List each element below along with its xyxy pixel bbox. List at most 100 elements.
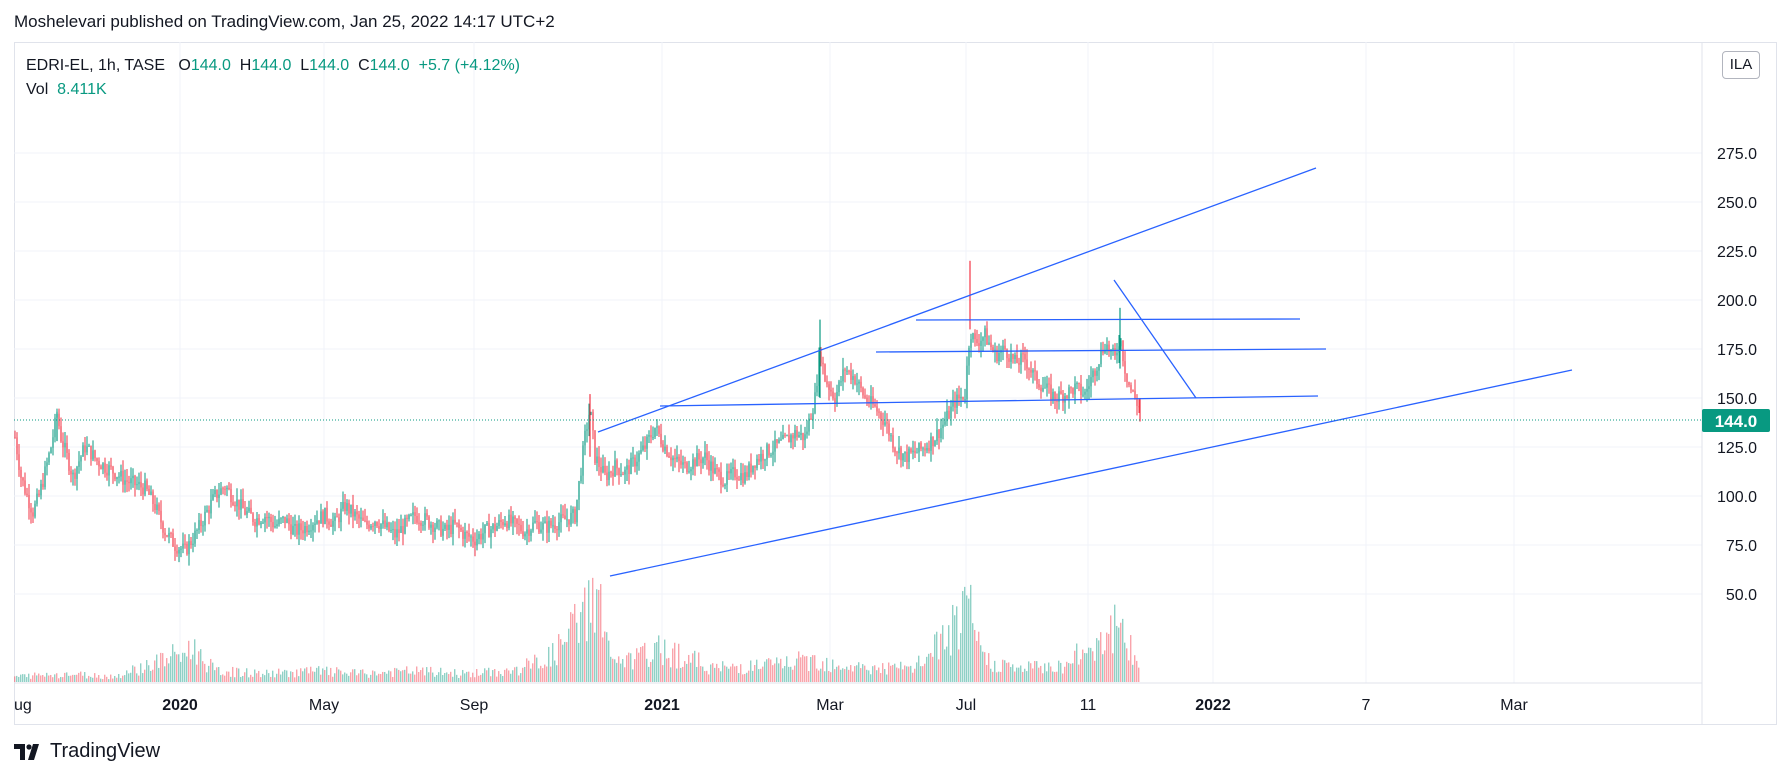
volume-bar xyxy=(502,675,504,682)
volume-bar xyxy=(682,666,684,682)
candle-body xyxy=(200,520,202,527)
volume-bar xyxy=(574,603,576,682)
candle-body xyxy=(98,460,100,467)
x-tick-label: 2022 xyxy=(1195,697,1231,714)
volume-bar xyxy=(446,672,448,682)
candle-body xyxy=(318,520,320,524)
candle-body xyxy=(190,541,192,545)
y-tick-label: 200.0 xyxy=(1717,293,1757,310)
candle-body xyxy=(226,487,228,490)
volume-bar xyxy=(326,666,328,682)
horizontal-line-190[interactable] xyxy=(915,318,1301,321)
currency-button[interactable]: ILA xyxy=(1722,51,1760,79)
candle-body xyxy=(604,465,606,473)
candle-body xyxy=(214,489,216,495)
volume-bar xyxy=(466,671,468,682)
volume-bar xyxy=(288,677,290,682)
volume-bar xyxy=(718,668,720,682)
volume-bar xyxy=(994,660,996,682)
candle-body xyxy=(784,434,786,436)
candle-body xyxy=(998,352,1000,362)
candle-body xyxy=(406,517,408,519)
volume-bar xyxy=(982,651,984,682)
candle-body xyxy=(46,462,48,467)
volume-bar xyxy=(956,606,958,682)
candle-body xyxy=(448,524,450,530)
candle-body xyxy=(154,504,156,510)
volume-bar xyxy=(940,633,942,682)
candle-body xyxy=(192,543,194,545)
diagonal-downtrend-line[interactable] xyxy=(1113,279,1197,399)
time-scale[interactable]: ug 2020 May Sep 2021 Mar Jul 11 2022 7 Mar xyxy=(14,697,1528,714)
volume-bar xyxy=(712,663,714,682)
candle-body xyxy=(402,526,404,534)
candle-body xyxy=(658,426,660,434)
volume-bar xyxy=(170,656,172,682)
volume-bar xyxy=(414,674,416,682)
volume-bar xyxy=(942,625,944,682)
volume-bar xyxy=(298,676,300,682)
volume-bar xyxy=(120,678,122,682)
volume-bar xyxy=(122,675,124,682)
volume-bar xyxy=(328,675,330,682)
candle-body xyxy=(1092,370,1094,378)
candle-body xyxy=(468,532,470,537)
volume-bar xyxy=(860,668,862,682)
volume-bar xyxy=(986,664,988,682)
volume-bar xyxy=(800,657,802,682)
price-scale[interactable]: 275.0 250.0 225.0 200.0 175.0 150.0 125.0 100.0… xyxy=(1717,146,1757,604)
candle-body xyxy=(898,447,900,454)
candle-body xyxy=(422,524,424,526)
volume-bar xyxy=(246,668,248,682)
candle-body xyxy=(72,472,74,475)
volume-bar xyxy=(866,669,868,682)
candle-body xyxy=(634,457,636,467)
volume-bar xyxy=(560,639,562,682)
volume-bar xyxy=(928,653,930,682)
volume-bar xyxy=(668,657,670,682)
volume-bar xyxy=(432,672,434,682)
volume-bar xyxy=(1000,671,1002,682)
symbol-info[interactable]: EDRI-EL, 1h, TASE xyxy=(26,57,166,74)
horizontal-line-175[interactable] xyxy=(875,348,1327,353)
candle-body xyxy=(1116,352,1118,356)
volume-layer xyxy=(14,577,1140,682)
candle-layer xyxy=(14,260,1141,566)
candle-body xyxy=(528,529,530,536)
volume-bar xyxy=(1034,660,1036,682)
low-value: 144.0 xyxy=(309,57,350,74)
volume-bar xyxy=(500,674,502,682)
candle-body xyxy=(1028,368,1030,370)
candle-body xyxy=(452,519,454,535)
candle-body xyxy=(466,531,468,533)
volume-bar xyxy=(622,659,624,682)
x-tick-label: Jul xyxy=(956,697,976,714)
volume-bar xyxy=(248,677,250,682)
candle-body xyxy=(620,474,622,476)
candle-body xyxy=(1106,344,1108,351)
candle-body xyxy=(1062,393,1064,403)
volume-bar xyxy=(900,661,902,682)
lower-channel-line[interactable] xyxy=(609,369,1573,577)
candle-body xyxy=(838,381,840,393)
volume-bar xyxy=(182,652,184,682)
volume-bar xyxy=(912,672,914,682)
candle-body xyxy=(826,381,828,385)
trendline-drawings[interactable] xyxy=(597,167,1573,577)
upper-channel-line[interactable] xyxy=(597,167,1317,433)
volume-bar xyxy=(258,670,260,682)
candle-body xyxy=(542,522,544,530)
volume-bar xyxy=(1030,663,1032,682)
candle-body xyxy=(110,465,112,467)
volume-bar xyxy=(84,672,86,682)
volume-bar xyxy=(610,656,612,682)
candle-body xyxy=(606,472,608,480)
footer-brand[interactable]: TradingView xyxy=(14,740,160,763)
volume-bar xyxy=(280,674,282,682)
candle-body xyxy=(458,523,460,529)
chart-frame[interactable] xyxy=(14,42,1777,725)
volume-bar xyxy=(602,637,604,682)
candle-body xyxy=(832,391,834,399)
horizontal-line-152[interactable] xyxy=(659,395,1319,407)
